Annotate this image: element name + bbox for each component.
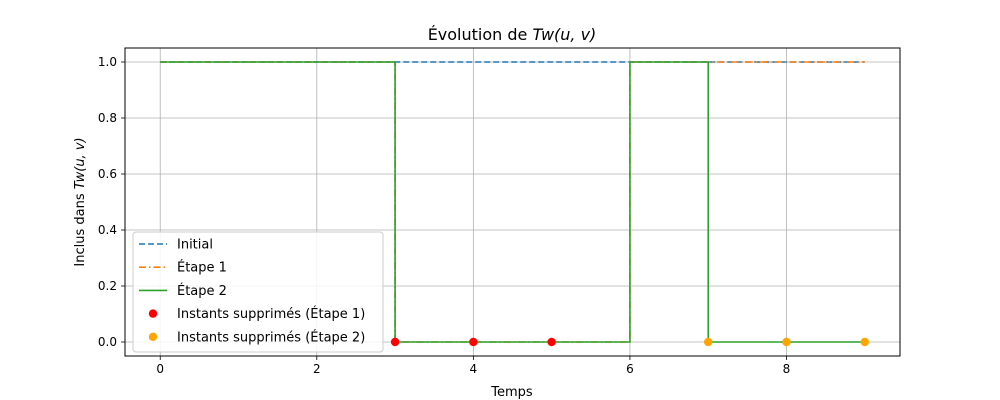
legend-label: Instants supprimés (Étape 1): [177, 306, 365, 322]
legend-label: Étape 1: [177, 260, 227, 276]
y-axis-label: Inclus dans Tw(u, v): [73, 137, 88, 266]
y-tick-label: 0.8: [98, 111, 117, 125]
x-axis-label: Temps: [490, 385, 533, 400]
legend-label: Instants supprimés (Étape 2): [177, 329, 365, 345]
y-tick-label: 0.6: [98, 167, 117, 181]
legend-marker-3: [148, 309, 158, 318]
y-tick-label: 0.4: [98, 223, 117, 237]
scatter-point-4: [782, 337, 791, 347]
legend-box: [132, 231, 384, 353]
legend-label: Initial: [177, 238, 213, 253]
scatter-point-3: [469, 337, 478, 347]
x-tick-label: 6: [626, 362, 634, 376]
legend: Initial Étape 1 Étape 2 Instants supprimés …: [132, 231, 384, 353]
y-tick-label: 0.2: [98, 279, 117, 293]
scatter-point-3: [547, 337, 556, 347]
series-line-1: [160, 61, 865, 343]
scatter-point-3: [390, 337, 400, 347]
legend-marker-4: [148, 332, 158, 341]
x-tick-label: 4: [470, 362, 478, 376]
x-tick-label: 2: [313, 362, 321, 376]
scatter-point-4: [704, 337, 713, 347]
plot-frame: [124, 47, 901, 357]
y-tick-label: 0.0: [98, 335, 117, 349]
legend-label: Étape 2: [177, 283, 227, 299]
x-tick-label: 8: [783, 362, 791, 376]
scatter-point-4: [860, 337, 869, 347]
chart-title: Évolution de Tw(u, v): [428, 25, 597, 44]
x-tick-label: 0: [156, 362, 164, 376]
y-tick-label: 1.0: [98, 55, 117, 69]
